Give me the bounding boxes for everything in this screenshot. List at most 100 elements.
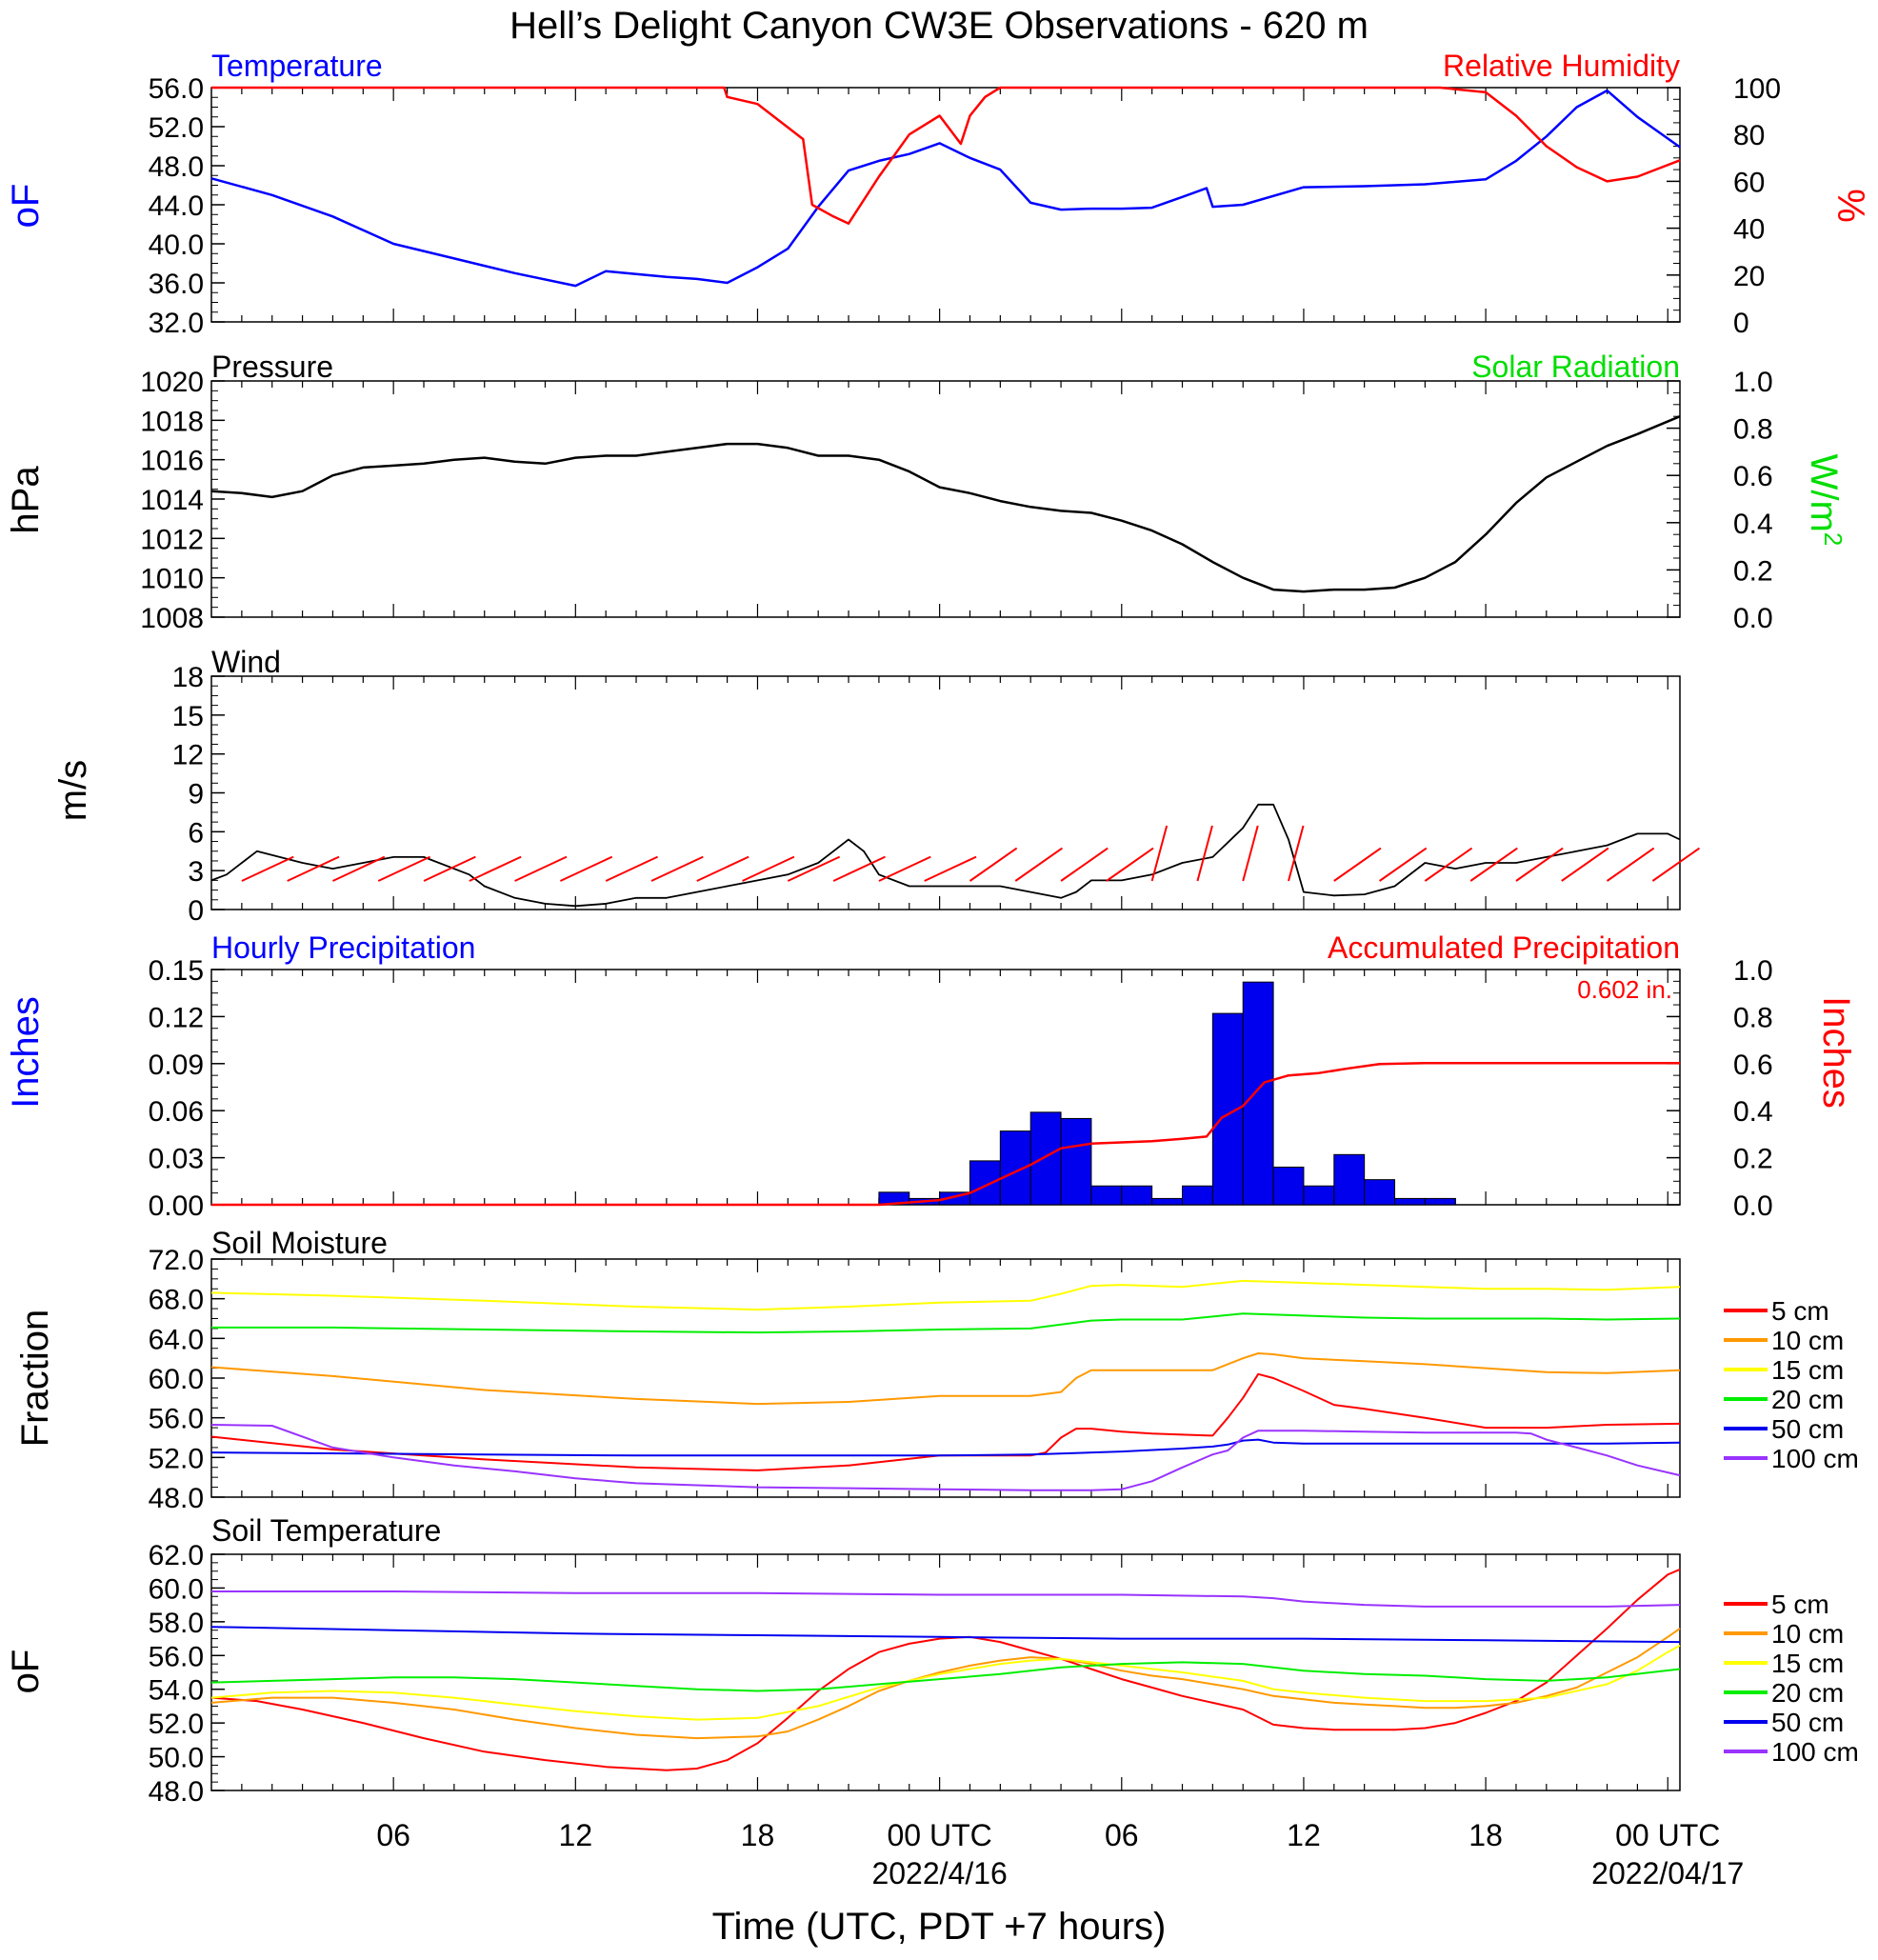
x-tick-date-label: 2022/4/16 [871, 1856, 1007, 1890]
temp-ytick-label-left: 32.0 [149, 308, 204, 339]
hourly-precip-unit-label: Inches [5, 996, 47, 1109]
wind-barb [1606, 847, 1655, 882]
wind-barb [332, 855, 386, 882]
wind-ytick-label-left: 6 [188, 817, 204, 849]
pressure-ytick-label-left: 1020 [140, 367, 204, 398]
wind-ytick-label-left: 0 [188, 895, 204, 927]
wind-barb [514, 855, 568, 882]
temp-ytick-label-left: 52.0 [149, 112, 204, 144]
wind-barb [559, 855, 613, 882]
temperature-title: Temperature [211, 49, 383, 83]
wind-barb [605, 855, 658, 882]
wind-barb [742, 855, 795, 882]
wind-barb [1288, 825, 1305, 882]
precip-ytick-label-right: 0.4 [1733, 1096, 1773, 1128]
soil-temp-ytick-label-left: 60.0 [149, 1573, 204, 1605]
soil-temp-ytick-label-left: 52.0 [149, 1709, 204, 1740]
soil-moisture-ytick-label-left: 68.0 [149, 1285, 204, 1316]
temp-ytick-label-right: 40 [1733, 214, 1765, 246]
soil-moisture-ytick-label-left: 52.0 [149, 1443, 204, 1474]
wind-barb [1515, 847, 1564, 882]
precip-ytick-label-left: 0.03 [149, 1144, 204, 1175]
soil-moisture-legend-label: 15 cm [1771, 1355, 1844, 1385]
soil-moisture-line [210, 1352, 1681, 1406]
temp-ytick-label-right: 80 [1733, 120, 1765, 151]
pressure-ytick-label-left: 1010 [140, 564, 204, 595]
x-tick-label: 18 [1468, 1818, 1503, 1852]
pressure-ytick-label-right: 1.0 [1733, 367, 1773, 398]
precip-ytick-label-left: 0.00 [149, 1190, 204, 1222]
wind-barb [1379, 847, 1428, 882]
accum-precip-title: Accumulated Precipitation [1328, 930, 1680, 965]
hourly-precip-title: Hourly Precipitation [211, 930, 475, 965]
temp-ytick-label-left: 56.0 [149, 73, 204, 105]
soil-moisture-line [210, 1372, 1681, 1471]
soil-moisture-ytick-label-left: 56.0 [149, 1404, 204, 1435]
pressure-ytick-label-right: 0.4 [1733, 509, 1773, 540]
soil-temp-legend-label: 15 cm [1771, 1649, 1844, 1678]
wind-barb [1651, 847, 1701, 882]
wind-unit-label: m/s [52, 760, 94, 821]
accum-total-label: 0.602 in. [1577, 975, 1672, 1004]
wind-ytick-label-left: 12 [172, 740, 204, 771]
soil-temp-ytick-label-left: 58.0 [149, 1608, 204, 1639]
humidity-unit-label: % [1829, 189, 1871, 223]
wind-barb [696, 855, 749, 882]
temp-ytick-label-right: 0 [1733, 308, 1749, 339]
precip-ytick-label-right: 0.2 [1733, 1144, 1773, 1175]
wind-ytick-label-left: 9 [188, 779, 204, 810]
solar-title: Solar Radiation [1471, 350, 1680, 384]
hourly-precip-bar [1242, 981, 1274, 1206]
precip-ytick-label-left: 0.12 [149, 1002, 204, 1033]
wind-ytick-label-left: 15 [172, 701, 204, 732]
humidity-line [211, 86, 1681, 225]
temp-ytick-label-left: 36.0 [149, 269, 204, 300]
temp-ytick-label-left: 40.0 [149, 230, 204, 261]
hourly-precip-bar [1060, 1117, 1092, 1206]
humidity-title: Relative Humidity [1443, 49, 1680, 83]
temp-ytick-label-right: 100 [1733, 73, 1781, 105]
soil-moisture-panel: Soil Moisture Fraction 72.0 68.0 64.0 60.0 5… [14, 1226, 1859, 1514]
wind-title: Wind [211, 645, 281, 679]
precip-ytick-label-left: 0.06 [149, 1096, 204, 1128]
x-tick-date-label: 2022/04/17 [1591, 1856, 1744, 1890]
soil-temperature-line [210, 1661, 1681, 1692]
wind-barb [469, 855, 522, 882]
x-tick-label: 12 [559, 1818, 593, 1852]
chart-title: Hell’s Delight Canyon CW3E Observations … [509, 5, 1369, 47]
temperature-line [210, 89, 1681, 288]
precipitation-panel: Hourly Precipitation Accumulated Precipi… [5, 930, 1857, 1222]
hourly-precip-bar [1121, 1185, 1153, 1206]
pressure-ytick-label-left: 1014 [140, 485, 204, 516]
hourly-precip-bar [1272, 1166, 1305, 1206]
wind-barb [1242, 825, 1259, 882]
soil-temp-ytick-label-left: 56.0 [149, 1641, 204, 1672]
wind-barb [1060, 847, 1109, 882]
soil-temp-ytick-label-left: 54.0 [149, 1675, 204, 1707]
temp-ytick-label-left: 44.0 [149, 190, 204, 222]
wind-barb [878, 855, 931, 882]
pressure-line [210, 415, 1681, 593]
wind-barb [787, 855, 841, 882]
temp-ytick-label-left: 48.0 [149, 151, 204, 183]
time-axis: 06 12 18 00 UTC 2022/4/16 06 12 18 00 UTC 2022/04… [376, 1818, 1744, 1890]
wind-ytick-label-left: 18 [172, 662, 204, 693]
soil-temp-legend-label: 100 cm [1771, 1737, 1859, 1767]
soil-temperature-line [211, 1590, 1681, 1608]
soil-moisture-unit-label: Fraction [14, 1310, 56, 1448]
soil-temp-ytick-label-left: 48.0 [149, 1776, 204, 1808]
soil-moisture-legend-label: 10 cm [1771, 1326, 1844, 1355]
soil-moisture-ytick-label-left: 64.0 [149, 1324, 204, 1355]
wind-barb [1333, 847, 1382, 882]
wind-barb [287, 855, 340, 882]
soil-temperature-title: Soil Temperature [211, 1513, 441, 1548]
temp-ytick-label-right: 20 [1733, 261, 1765, 292]
pressure-ytick-label-left: 1008 [140, 603, 204, 634]
soil-temp-legend-label: 10 cm [1771, 1619, 1844, 1649]
pressure-ytick-label-right: 0.6 [1733, 461, 1773, 492]
hourly-precip-bar [969, 1160, 1001, 1206]
soil-temperature-unit-label: oF [5, 1650, 47, 1694]
x-tick-label: 00 UTC [1615, 1818, 1720, 1852]
